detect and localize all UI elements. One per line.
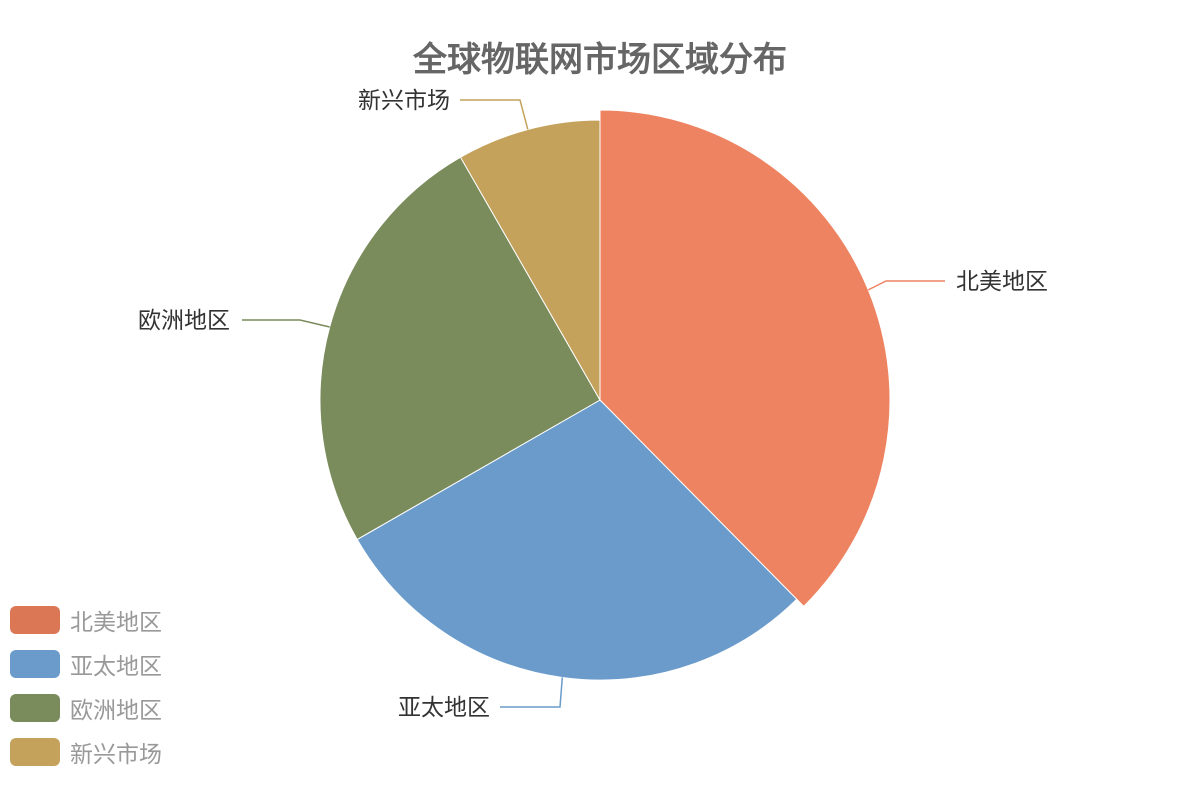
label-leader-line bbox=[500, 677, 564, 708]
pie-slice[interactable] bbox=[459, 119, 601, 402]
legend-item[interactable]: 欧洲地区 bbox=[10, 686, 162, 730]
legend: 北美地区亚太地区欧洲地区新兴市场 bbox=[10, 598, 162, 774]
legend-swatch bbox=[10, 694, 60, 722]
legend-item[interactable]: 北美地区 bbox=[10, 598, 162, 642]
chart-title: 全球物联网市场区域分布 bbox=[413, 40, 787, 80]
legend-label: 欧洲地区 bbox=[70, 698, 162, 724]
label-leader-line bbox=[460, 99, 529, 130]
label-leader-line bbox=[867, 280, 945, 291]
slice-label: 北美地区 bbox=[956, 269, 1048, 295]
pie-slice[interactable] bbox=[599, 109, 891, 608]
legend-item[interactable]: 新兴市场 bbox=[10, 730, 162, 774]
pie-slice[interactable] bbox=[356, 399, 798, 681]
legend-swatch bbox=[10, 650, 60, 678]
slice-label: 新兴市场 bbox=[358, 88, 450, 114]
legend-label: 新兴市场 bbox=[70, 742, 162, 768]
legend-label: 亚太地区 bbox=[70, 654, 162, 680]
legend-item[interactable]: 亚太地区 bbox=[10, 642, 162, 686]
label-leader-line bbox=[242, 319, 330, 328]
legend-swatch bbox=[10, 606, 60, 634]
legend-swatch bbox=[10, 738, 60, 766]
slice-label: 亚太地区 bbox=[398, 695, 490, 721]
legend-label: 北美地区 bbox=[70, 610, 162, 636]
slice-label: 欧洲地区 bbox=[138, 308, 230, 334]
